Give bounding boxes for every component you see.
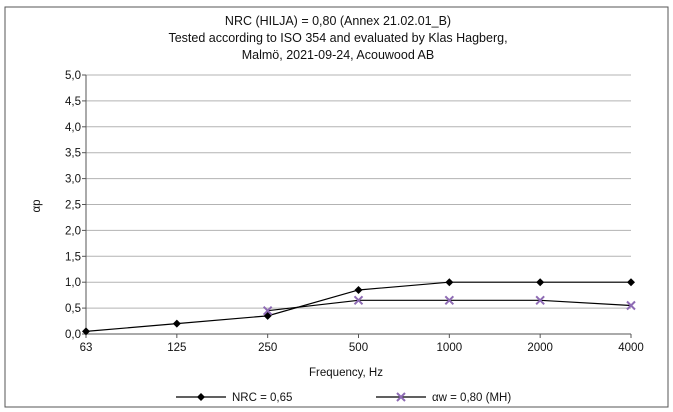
y-tick-label-6: 3,0 — [65, 174, 81, 186]
x-tick-label-0: 63 — [80, 342, 93, 354]
y-tick-label-2: 1,0 — [65, 277, 81, 289]
y-tick-label-3: 1,5 — [65, 251, 81, 263]
data-point-series-0-125 — [172, 319, 181, 328]
x-tick-label-4: 1000 — [437, 342, 463, 354]
data-point-series-0-63 — [82, 327, 90, 336]
x-tick-label-2: 250 — [258, 342, 277, 354]
data-point-series-0-500 — [354, 285, 363, 294]
data-point-series-1-1000 — [444, 295, 455, 306]
y-tick-label-0: 0,0 — [65, 329, 81, 341]
series-layer — [82, 278, 636, 336]
y-tick-label-7: 3,5 — [65, 148, 81, 160]
x-tick-label-1: 125 — [167, 342, 186, 354]
data-point-series-1-250 — [262, 305, 273, 316]
chart-title-line-2: Tested according to ISO 354 and evaluate… — [168, 31, 507, 45]
grid-layer — [86, 74, 631, 309]
chart-frame — [4, 6, 669, 408]
y-tick-label-8: 4,0 — [65, 122, 81, 134]
legend-label-nrc: NRC = 0,65 — [232, 392, 292, 404]
chart-title-line-3: Malmö, 2021-09-24, Acouwood AB — [242, 48, 434, 62]
axis-layer: 0,0 0,5 1,0 1,5 2,0 2,5 3,0 3,5 4,0 4,5 5,0 63 125 25… — [65, 70, 644, 354]
data-point-series-0-4000 — [627, 278, 635, 287]
x-tick-label-6: 4000 — [618, 342, 644, 354]
legend-label-aw: αw = 0,80 (MH) — [432, 392, 511, 404]
title-layer: NRC (HILJA) = 0,80 (Annex 21.02.01_B) Te… — [168, 14, 507, 62]
legend: NRC = 0,65 αw = 0,80 (MH) — [176, 392, 511, 404]
y-axis-label: αp — [31, 199, 43, 212]
y-tick-label-5: 2,5 — [65, 200, 81, 212]
y-tick-label-10: 5,0 — [65, 70, 81, 82]
legend-marker-nrc — [197, 393, 205, 401]
data-point-series-0-1000 — [445, 278, 454, 287]
chart-title-line-1: NRC (HILJA) = 0,80 (Annex 21.02.01_B) — [225, 14, 451, 28]
y-tick-label-4: 2,0 — [65, 225, 81, 237]
legend-marker-aw — [396, 392, 406, 402]
y-tick-label-9: 4,5 — [65, 96, 81, 108]
data-point-series-1-2000 — [535, 295, 545, 306]
data-point-series-0-2000 — [536, 278, 545, 287]
data-point-series-1-4000 — [626, 300, 636, 311]
x-tick-label-5: 2000 — [527, 342, 553, 354]
x-axis-label: Frequency, Hz — [309, 367, 383, 379]
x-tick-label-3: 500 — [349, 342, 368, 354]
y-tick-label-1: 0,5 — [65, 303, 81, 315]
data-point-series-1-500 — [353, 295, 364, 306]
